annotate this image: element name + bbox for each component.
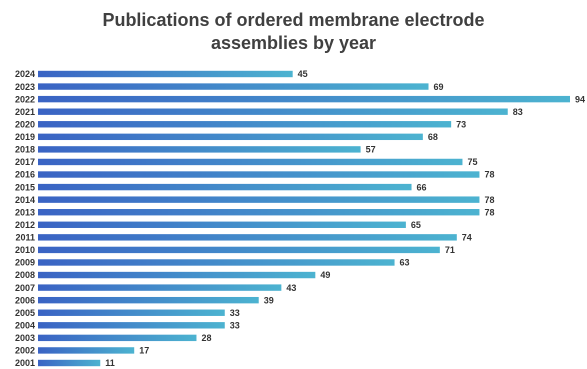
y-tick-label: 2012 [15,220,35,230]
bar [38,171,480,178]
bar [38,246,440,254]
bar-value-label: 57 [366,145,376,155]
y-tick-label: 2001 [15,358,35,368]
bar-value-label: 78 [484,207,494,217]
bar-value-label: 43 [286,283,296,293]
y-tick-label: 2009 [15,258,35,268]
y-tick-label: 2018 [15,145,35,155]
bar-value-label: 63 [400,258,410,268]
y-tick-label: 2004 [15,321,35,331]
bar [38,322,225,329]
bar-value-label: 78 [484,170,494,180]
y-tick-label: 2003 [15,333,35,343]
plot-area: 2024 45 2023 69 2022 94 2021 83 2020 73 2019 68 2018… [15,69,585,368]
y-tick-label: 2002 [15,346,35,356]
bar-value-label: 65 [411,220,421,230]
bar-value-label: 71 [445,245,455,255]
y-tick-label: 2016 [15,170,35,180]
y-tick-label: 2015 [15,182,35,192]
bar-value-label: 17 [139,346,149,356]
bar [38,221,406,228]
y-tick-label: 2020 [15,119,35,129]
y-tick-label: 2011 [15,233,35,243]
bar-value-label: 11 [105,358,115,368]
bar-value-label: 49 [320,270,330,280]
bar [38,209,480,216]
chart-title: Publications of ordered membrane electro… [0,9,587,55]
bar [38,347,135,354]
bar [38,183,412,191]
chart-title-line-1: Publications of ordered membrane electro… [102,10,485,30]
bar [38,83,429,90]
bar-value-label: 39 [264,295,274,305]
bar [38,309,225,316]
bar-value-label: 83 [513,107,523,117]
bar-value-label: 33 [230,321,240,331]
y-tick-label: 2013 [15,207,35,217]
y-tick-label: 2005 [15,308,35,318]
bar-value-label: 45 [298,69,308,79]
bar [38,158,463,166]
bar [38,284,282,291]
bar [38,334,197,342]
bar-value-label: 66 [417,182,427,192]
bar-value-label: 75 [467,157,477,167]
y-tick-label: 2019 [15,132,35,142]
bar-value-label: 78 [484,195,494,205]
y-tick-label: 2021 [15,107,35,117]
y-tick-label: 2006 [15,295,35,305]
y-tick-label: 2024 [15,69,35,79]
bar-value-label: 73 [456,119,466,129]
bar-value-label: 33 [230,308,240,318]
y-tick-label: 2023 [15,82,35,92]
bar [38,121,452,128]
bar-value-label: 28 [201,333,211,343]
bar [38,296,259,304]
bar [38,70,293,78]
y-tick-label: 2007 [15,283,35,293]
bar-value-label: 94 [575,94,585,104]
y-tick-label: 2008 [15,270,35,280]
bar-value-label: 68 [428,132,438,142]
bar [38,133,423,141]
bar-value-label: 69 [434,82,444,92]
chart-title-line-2: assemblies by year [210,33,377,53]
bar [38,146,361,153]
bar [38,359,101,367]
bar [38,196,480,203]
bar-value-label: 74 [462,233,472,243]
bar [38,108,508,115]
bar [38,95,570,103]
bar [38,271,316,279]
y-tick-label: 2014 [15,195,35,205]
bar [38,259,395,266]
y-tick-label: 2010 [15,245,35,255]
y-tick-label: 2017 [15,157,35,167]
bar [38,234,457,241]
y-tick-label: 2022 [15,94,35,104]
